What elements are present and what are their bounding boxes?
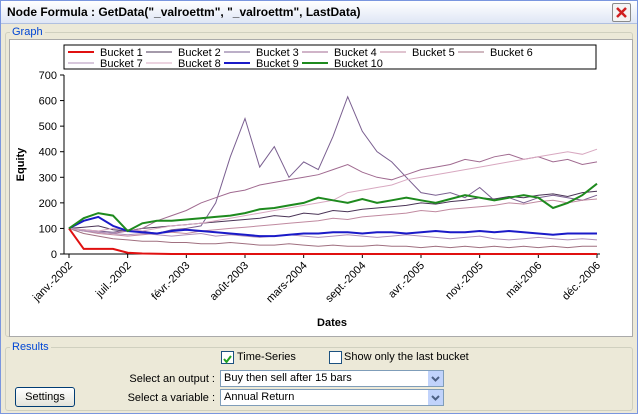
x-tick-label: févr.-2003	[149, 260, 192, 303]
title-bar: Node Formula : GetData("_valroettm", "_v…	[1, 1, 637, 24]
checkbox-label: Show only the last bucket	[344, 351, 469, 363]
check-mark	[223, 355, 232, 364]
series-line	[68, 95, 598, 235]
x-tick-label: janv.-2002	[30, 260, 75, 305]
y-tick-label: 0	[51, 249, 57, 261]
y-tick-label: 400	[39, 147, 57, 159]
legend: Bucket 1 Bucket 2 Bucket 3 Bucket 4 Bucket 5…	[63, 44, 597, 70]
settings-button[interactable]: Settings	[15, 387, 75, 407]
legend-label: Bucket 10	[334, 58, 383, 70]
legend-label: Bucket 3	[256, 47, 299, 59]
series-line	[68, 215, 597, 238]
series-line	[68, 198, 598, 237]
series-line	[68, 227, 597, 255]
variable-select[interactable]: Annual Return	[220, 389, 444, 406]
series-line	[68, 182, 598, 233]
series-line	[68, 227, 598, 241]
checkbox-label: Time-Series	[237, 351, 296, 363]
series-line	[68, 227, 597, 249]
dropdown-arrow	[428, 390, 443, 405]
checkbox[interactable]	[221, 351, 234, 364]
legend-label: Bucket 8	[178, 58, 221, 70]
y-tick-label: 600	[39, 96, 57, 108]
checkbox[interactable]	[329, 351, 342, 364]
legend-label: Bucket 7	[100, 58, 143, 70]
field-label: Select an output :	[129, 373, 215, 385]
y-axis-title: Equity	[15, 147, 27, 181]
series-line	[68, 148, 598, 232]
legend-box	[63, 44, 597, 70]
y-tick-label: 500	[39, 121, 57, 133]
x-tick-label: nov.-2005	[443, 260, 486, 303]
y-tick-label: 300	[39, 172, 57, 184]
x-tick-label: avr.-2005	[386, 260, 427, 301]
window-title: Node Formula : GetData("_valroettm", "_v…	[7, 5, 361, 19]
x-axis-title: Dates	[317, 317, 347, 329]
group-label: Results	[10, 341, 51, 353]
close-button[interactable]	[612, 3, 631, 22]
y-tick-label: 200	[39, 198, 57, 210]
chart: Bucket 1 Bucket 2 Bucket 3 Bucket 4 Bucket 5…	[15, 44, 603, 329]
x-tick-label: déc.-2006	[560, 260, 603, 303]
results-group	[5, 347, 633, 411]
y-tick-label: 100	[39, 223, 57, 235]
x-tick-label: sept.-2004	[323, 260, 368, 305]
chart-area: Bucket 1 Bucket 2 Bucket 3 Bucket 4 Bucket 5…	[9, 39, 633, 337]
legend-label: Bucket 1	[100, 47, 143, 59]
output-select[interactable]: Buy then sell after 15 bars	[220, 370, 444, 387]
x-tick-label: juil.-2002	[93, 260, 134, 301]
legend-label: Bucket 2	[178, 47, 221, 59]
x-tick-label: mars-2004	[264, 260, 310, 306]
field-label: Select a variable :	[127, 392, 215, 404]
x-tick-label: mai-2006	[504, 260, 545, 301]
x-tick-label: août-2003	[208, 260, 252, 304]
dropdown-arrow	[428, 371, 443, 386]
select-value: Annual Return	[224, 391, 295, 403]
legend-label: Bucket 9	[256, 58, 299, 70]
y-tick-label: 700	[39, 70, 57, 82]
series-line	[68, 190, 598, 232]
legend-label: Bucket 5	[412, 47, 455, 59]
legend-label: Bucket 6	[490, 47, 533, 59]
group-label: Graph	[10, 26, 45, 38]
select-value: Buy then sell after 15 bars	[224, 372, 352, 384]
close-icon	[616, 7, 627, 18]
legend-label: Bucket 4	[334, 47, 377, 59]
